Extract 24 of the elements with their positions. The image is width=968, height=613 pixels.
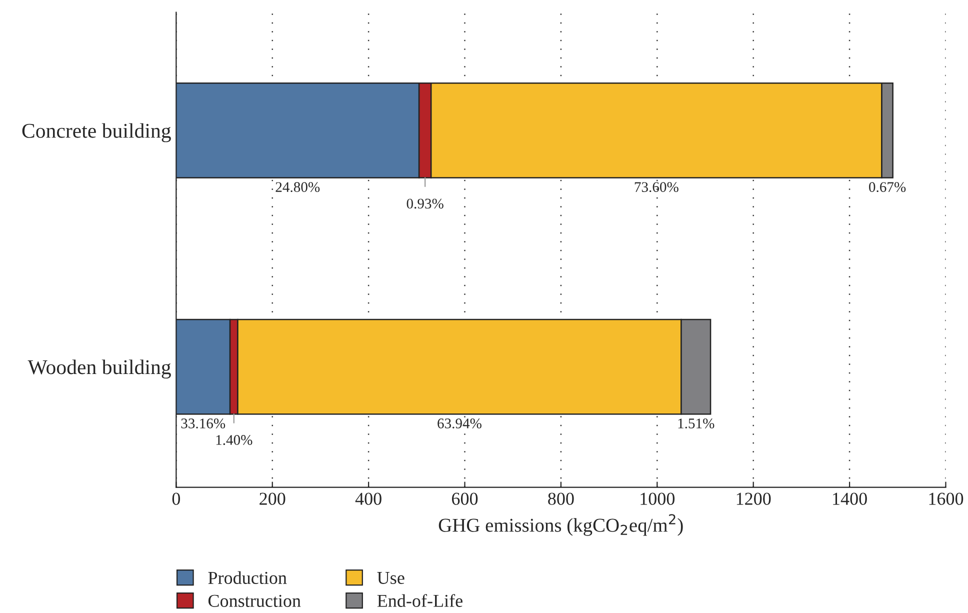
annotation: 24.80%	[276, 182, 320, 192]
x-tick-label: 1400	[833, 492, 867, 505]
legend-label: Production	[208, 571, 287, 584]
annotation: 73.60%	[634, 182, 678, 192]
legend-label: Use	[377, 572, 404, 584]
x-tick-label: 1600	[929, 492, 964, 505]
x-tick-label: 800	[548, 492, 574, 505]
x-tick-label: 1200	[736, 492, 771, 505]
annotation: 0.93%	[406, 198, 444, 209]
annotation: 1.40%	[216, 435, 252, 445]
x-tick-label: 1000	[640, 492, 675, 505]
legend-label: Construction	[208, 594, 301, 607]
annotation: 63.94%	[438, 418, 482, 428]
y-tick-label: Concrete building	[22, 123, 171, 142]
annotation: 0.67%	[869, 182, 906, 192]
x-tick-label: 0	[172, 492, 180, 505]
x-tick-label: 200	[260, 492, 286, 505]
legend-label: End-of-Life	[377, 594, 462, 607]
x-tick-label: 600	[452, 492, 478, 505]
annotation: 33.16%	[181, 418, 226, 428]
y-tick-label: Wooden building	[28, 360, 171, 379]
x-tick-label: 400	[355, 492, 382, 505]
x-axis-title: GHG emissions (kgCO$_{2}$eq/m$^{2}$)	[438, 514, 683, 536]
annotation: 1.51%	[678, 418, 714, 428]
